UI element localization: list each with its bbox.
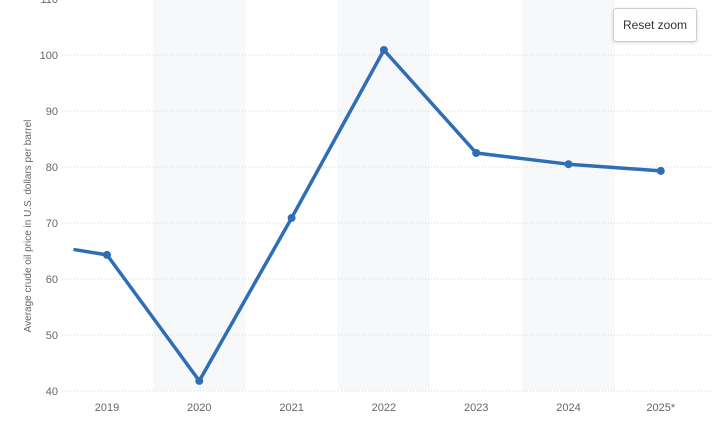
y-tick-label: 60 [46, 274, 58, 286]
y-gridlines [62, 54, 713, 392]
x-tick-label: 2025* [646, 402, 675, 414]
data-point[interactable] [287, 213, 296, 222]
data-point[interactable] [103, 250, 111, 259]
y-tick-label: 90 [46, 106, 58, 118]
y-tick-label: 100 [40, 50, 58, 62]
y-tick-label: 80 [46, 162, 58, 174]
y-tick-label: 70 [46, 218, 58, 230]
data-point[interactable] [379, 45, 388, 54]
y-tick-label: 40 [46, 386, 58, 398]
series-line [73, 48, 663, 383]
x-tick-label: 2023 [464, 402, 488, 414]
data-point[interactable] [656, 166, 665, 175]
x-tick-labels: 2019 2020 2021 2022 2023 2024 2025* [95, 402, 676, 414]
reset-zoom-button[interactable]: Reset zoom [613, 8, 697, 42]
y-tick-label: 50 [46, 330, 58, 342]
x-tick-label: 2021 [279, 402, 303, 414]
y-tick-label: 110 [40, 0, 58, 6]
data-point[interactable] [564, 160, 573, 169]
y-axis-label: Average crude oil price in U.S. dollars … [23, 120, 34, 333]
x-tick-label: 2022 [372, 402, 396, 414]
x-tick-label: 2024 [556, 402, 580, 414]
plot-band [153, 0, 246, 391]
x-tick-label: 2019 [95, 402, 119, 414]
plot-band [522, 0, 615, 391]
data-point[interactable] [472, 149, 481, 157]
series-group [73, 45, 665, 385]
y-tick-labels: 40 50 60 70 80 90 100 110 [40, 0, 58, 398]
plot-bands [153, 0, 615, 391]
x-tick-label: 2020 [187, 402, 211, 414]
plot-band [337, 0, 431, 391]
data-point[interactable] [195, 376, 204, 385]
